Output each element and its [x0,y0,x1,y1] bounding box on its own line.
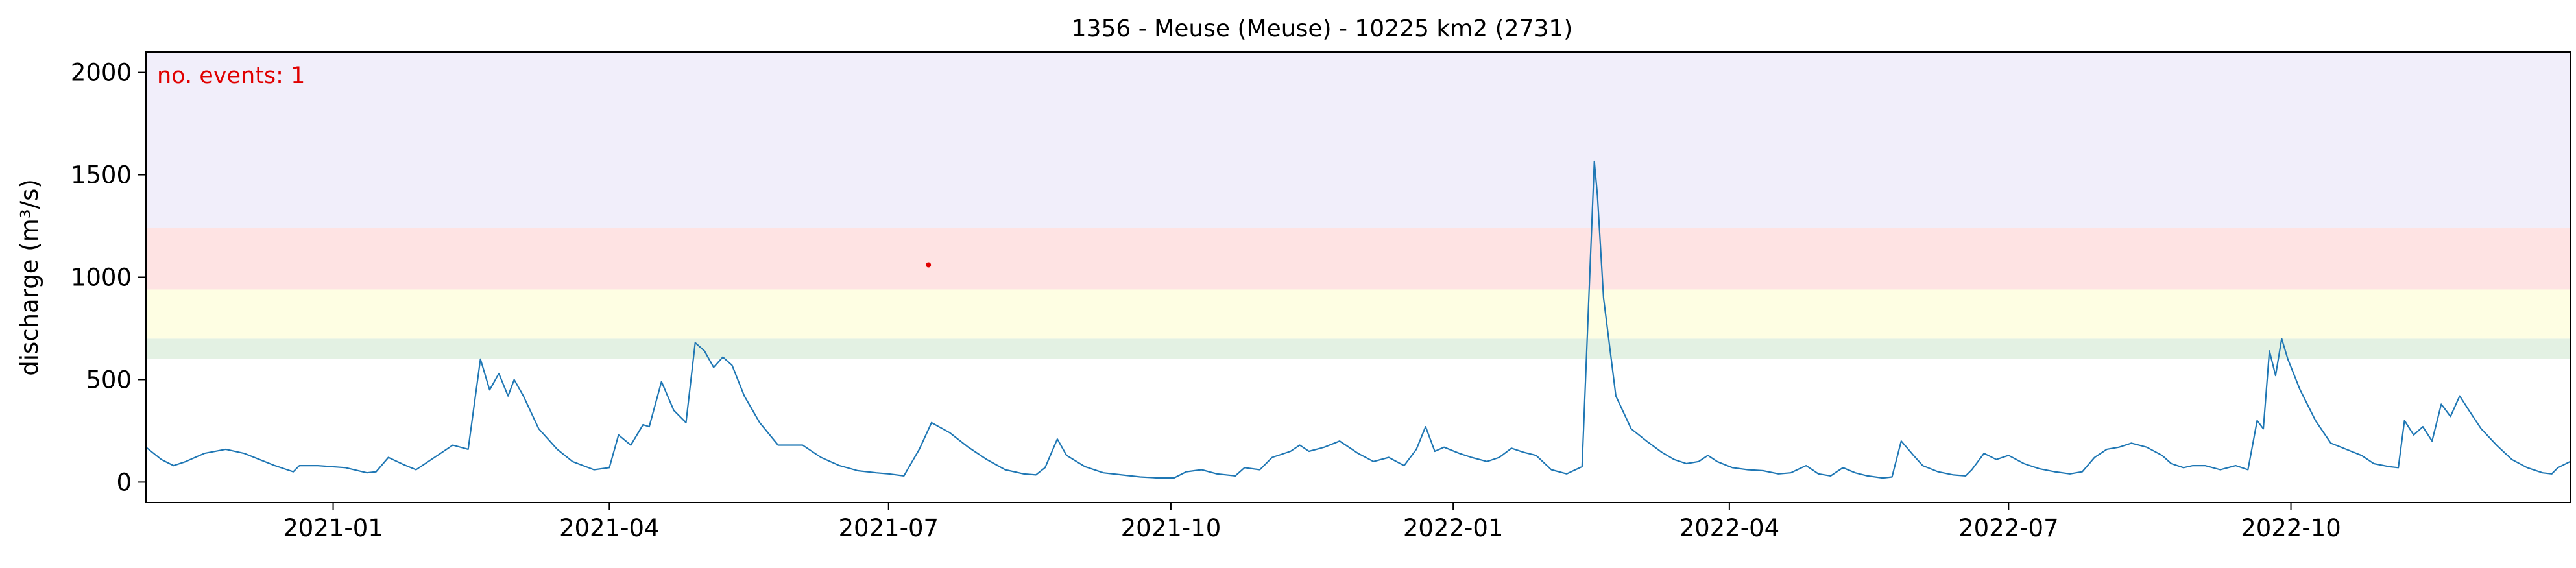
series-layer [145,160,2571,479]
y-axis: 0 500 1000 1500 2000 [71,59,146,496]
event-layer [926,262,932,268]
threshold-band-3 [146,228,2570,290]
series-line-1 [145,160,2571,479]
threshold-band-2 [146,289,2570,339]
threshold-band-1 [146,338,2570,359]
x-axis: 2021-01 2021-04 2021-07 2021-10 2022-01 2022-… [283,503,2341,542]
threshold-bands [146,52,2570,359]
x-tick-label-4: 2021-10 [1121,514,1222,542]
event-marker-1 [926,262,932,268]
y-tick-label-3: 1000 [71,264,132,292]
x-tick-label-5: 2022-01 [1403,514,1504,542]
y-axis-label: discharge (m³/s) [16,179,43,376]
y-tick-label-5: 2000 [71,59,132,87]
x-tick-label-3: 2021-07 [838,514,939,542]
x-tick-label-7: 2022-07 [1958,514,2059,542]
x-tick-label-6: 2022-04 [1679,514,1780,542]
threshold-band-4 [146,52,2570,228]
y-tick-label-1: 0 [116,468,132,496]
y-tick-label-2: 500 [86,366,132,394]
chart-title: 1356 - Meuse (Meuse) - 10225 km2 (2731) [1072,16,1573,42]
x-tick-label-2: 2021-04 [559,514,660,542]
x-tick-label-1: 2021-01 [283,514,383,542]
y-tick-label-4: 1500 [71,161,132,189]
x-tick-label-8: 2022-10 [2241,514,2341,542]
events-annotation: no. events: 1 [157,63,305,89]
